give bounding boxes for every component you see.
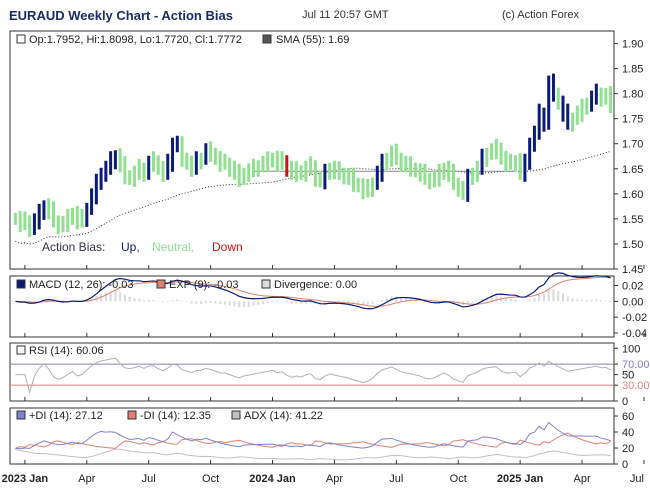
xtick-label: 2023 Jan — [2, 473, 49, 485]
copyright: (c) Action Forex — [502, 9, 580, 21]
macd-ytick-label: 0.00 — [622, 296, 643, 308]
rsi-ytick-label: 70.00 — [622, 359, 650, 371]
dmi-legend-label: ADX (14): 41.22 — [244, 410, 323, 422]
chart-header: EURAUD Weekly Chart - Action Bias Jul 11… — [0, 0, 650, 30]
dmi-ytick-label: 60 — [622, 411, 634, 423]
rsi-legend-swatch — [16, 345, 26, 355]
macd-line — [15, 272, 611, 310]
xtick-label: Jul — [389, 473, 403, 485]
xtick-label: Apr — [573, 473, 590, 485]
price-ytick-label: 1.80 — [622, 89, 643, 101]
exp-line — [15, 276, 611, 307]
timestamp: Jul 11 20:57 GMT — [302, 9, 389, 21]
chart-title: EURAUD Weekly Chart - Action Bias — [9, 8, 233, 23]
sma-legend-swatch — [262, 34, 272, 44]
rsi-ytick-label: 50 — [622, 370, 634, 382]
ohlc-legend-swatch — [16, 34, 26, 44]
price-ytick-label: 1.55 — [622, 214, 643, 226]
rsi-legend-label: RSI (14): 60.06 — [29, 345, 104, 357]
price-ytick-label: 1.90 — [622, 39, 643, 51]
dmi-legend-swatch — [127, 410, 137, 420]
price-ytick-label: 1.50 — [622, 239, 643, 251]
bias-legend-label: Action Bias: — [42, 240, 105, 254]
macd-legend-label: Divergence: 0.00 — [274, 279, 357, 291]
xtick-label: Apr — [326, 473, 343, 485]
dmi-legend-label: +DI (14): 27.12 — [29, 410, 103, 422]
xtick-label: 2024 Jan — [249, 473, 296, 485]
macd-ytick-label: -0.02 — [622, 312, 647, 324]
price-ytick-label: 1.45 — [622, 264, 643, 276]
pane-frame-dmi — [9, 407, 615, 465]
macd-legend-label: MACD (12, 26): -0.03 — [29, 279, 134, 291]
price-ytick-label: 1.65 — [622, 164, 643, 176]
sma-line — [15, 150, 611, 245]
dmi-legend-swatch — [16, 410, 26, 420]
sma-legend-label: SMA (55): 1.69 — [276, 34, 349, 46]
bias-legend-down: Down — [212, 240, 243, 254]
dmi-legend-label: -DI (14): 12.35 — [140, 410, 211, 422]
rsi-ytick-label: 0 — [622, 396, 628, 408]
rsi-ytick-label: 100 — [622, 343, 640, 355]
xtick-label: Jul — [630, 473, 644, 485]
macd-legend-label: EXP (9): -0.03 — [169, 279, 239, 291]
macd-ytick-label: 0.02 — [622, 281, 643, 293]
xtick-label: Jul — [142, 473, 156, 485]
macd-legend-swatch — [261, 279, 271, 289]
adx-line — [15, 448, 611, 461]
macd-legend-swatch — [16, 279, 26, 289]
rsi-ytick-label: 30.00 — [622, 380, 650, 392]
price-ytick-label: 1.85 — [622, 64, 643, 76]
xtick-label: 2025 Jan — [497, 473, 544, 485]
dmi-legend-swatch — [231, 410, 241, 420]
macd-ytick-label: -0.04 — [622, 328, 647, 340]
bias-legend-neutral: Neutral, — [152, 240, 194, 254]
price-ytick-label: 1.70 — [622, 139, 643, 151]
xtick-label: Apr — [78, 473, 95, 485]
pane-frame-macd — [9, 275, 615, 338]
xtick-label: Oct — [202, 473, 219, 485]
macd-legend-swatch — [156, 279, 166, 289]
ohlc-legend-label: Op:1.7952, Hi:1.8098, Lo:1.7720, Cl:1.77… — [29, 34, 242, 46]
bias-legend-up: Up, — [121, 240, 140, 254]
dmi-ytick-label: 20 — [622, 443, 634, 455]
dmi-ytick-label: 40 — [622, 427, 634, 439]
price-ytick-label: 1.60 — [622, 189, 643, 201]
dmi-ytick-label: 0 — [622, 459, 628, 471]
xtick-label: Oct — [450, 473, 467, 485]
price-ytick-label: 1.75 — [622, 114, 643, 126]
rsi-line — [15, 357, 611, 395]
pane-frame-price — [9, 30, 615, 270]
plus-di-line — [15, 421, 611, 450]
